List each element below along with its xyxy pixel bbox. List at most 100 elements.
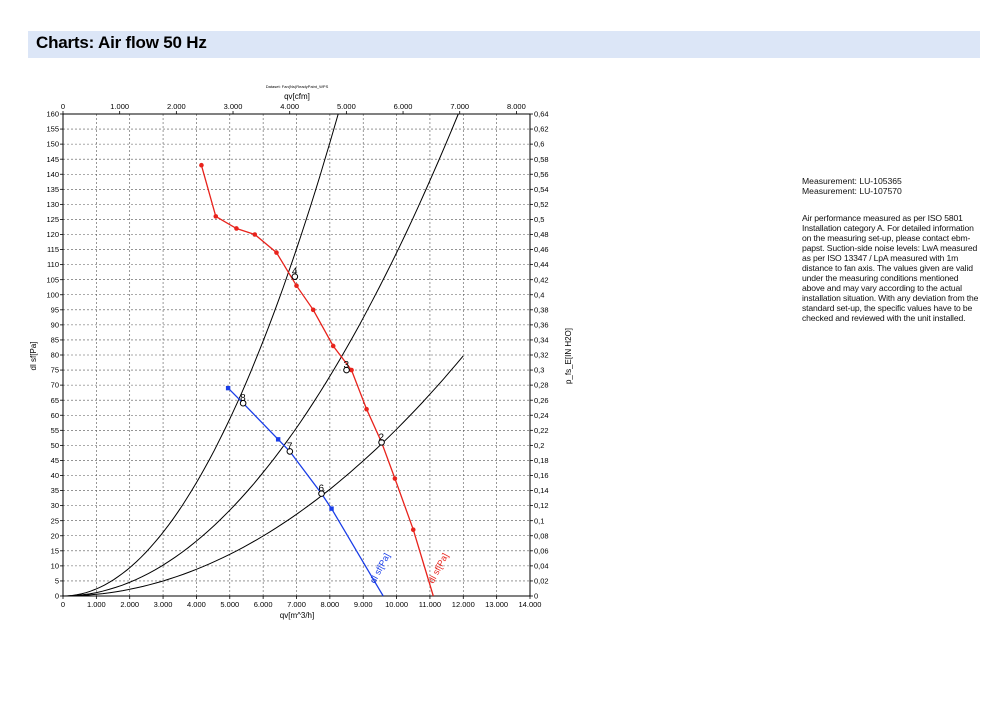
measurement-description: Air performance measured as per ISO 5801… (802, 213, 979, 323)
series-point (199, 162, 204, 168)
series-line-2 (227, 387, 384, 597)
operating-point-label: 4 (292, 267, 298, 278)
y2-tick-label: 0,08 (534, 531, 549, 540)
series-point (392, 476, 398, 481)
operating-point (378, 439, 385, 446)
x2-tick-label: 3.000 (224, 102, 243, 111)
x2-tick-label: 8.000 (507, 102, 526, 111)
y-tick-label: 160 (46, 110, 59, 119)
y2-tick-label: 0,04 (534, 561, 549, 570)
y-tick-label: 90 (51, 320, 59, 329)
y-tick-label: 30 (51, 501, 59, 510)
y-tick-label: 115 (47, 245, 59, 254)
chart-grid (63, 114, 530, 596)
y-tick-label: 85 (51, 336, 59, 345)
y2-tick-label: 0,54 (534, 185, 549, 194)
y2-tick-label: 0,42 (534, 275, 549, 284)
operating-point-label: 6 (319, 484, 325, 495)
y2-tick-label: 0,5 (534, 215, 544, 224)
y-tick-label: 45 (51, 456, 59, 465)
x2-tick-label: 7.000 (450, 102, 469, 111)
measurement-2: Measurement: LU-107570 (802, 186, 902, 196)
y2-tick-label: 0 (534, 592, 538, 601)
y2-tick-label: 0,28 (534, 381, 549, 390)
x2-tick-label: 0 (61, 102, 65, 111)
system-curve (62, 355, 464, 597)
x2-axis-label: qv[cfm] (284, 92, 310, 101)
y-tick-label: 65 (51, 396, 59, 405)
system-curve (62, 113, 339, 597)
y-tick-label: 15 (51, 546, 59, 555)
series-point (274, 250, 279, 255)
y-tick-label: 145 (46, 155, 59, 164)
x-tick-label: 8.000 (320, 600, 339, 609)
y2-tick-label: 0,26 (534, 396, 549, 405)
y2-tick-label: 0,46 (534, 245, 549, 254)
series-point (364, 406, 369, 412)
y2-tick-label: 0,4 (534, 290, 544, 299)
y2-tick-label: 0,52 (534, 200, 549, 209)
y2-tick-label: 0,24 (534, 411, 549, 420)
operating-point-label: 7 (287, 441, 293, 452)
x-tick-label: 7.000 (287, 600, 306, 609)
y-tick-label: 10 (51, 561, 59, 570)
y-tick-label: 80 (51, 351, 59, 360)
y-tick-label: 55 (51, 426, 59, 435)
x2-tick-label: 2.000 (167, 102, 186, 111)
y-tick-label: 135 (46, 185, 59, 194)
series-point (294, 283, 299, 289)
y-tick-label: 125 (46, 215, 59, 224)
y2-tick-label: 0,18 (534, 456, 549, 465)
y-tick-label: 105 (46, 275, 59, 284)
series-point (310, 307, 316, 313)
y2-tick-label: 0,3 (534, 366, 544, 375)
y-tick-label: 75 (51, 366, 59, 375)
operating-point (239, 399, 247, 407)
y2-tick-label: 0,22 (534, 426, 549, 435)
y-tick-label: 140 (46, 170, 59, 179)
series-point (349, 367, 354, 373)
chart-curves (62, 113, 464, 597)
y-tick-label: 150 (46, 140, 59, 149)
x-tick-label: 3.000 (154, 600, 173, 609)
operating-point (291, 273, 299, 280)
curve-label: dl sf[Pa] (368, 551, 392, 584)
y2-tick-label: 0,56 (534, 170, 549, 179)
y-tick-label: 35 (51, 486, 59, 495)
y2-tick-label: 0,1 (534, 516, 544, 525)
y2-tick-label: 0,64 (534, 110, 549, 119)
y2-tick-label: 0,62 (534, 125, 549, 134)
x-tick-label: 6.000 (254, 600, 273, 609)
measurement-1: Measurement: LU-105365 (802, 176, 902, 186)
x-tick-label: 12.000 (452, 600, 475, 609)
chart-top-caption: Dataset: Fan(Ns)ReadyPaint_WPS (266, 84, 329, 89)
y2-tick-label: 0,36 (534, 320, 549, 329)
y2-tick-label: 0,02 (534, 577, 549, 586)
measurement-list: Measurement: LU-105365 Measurement: LU-1… (802, 176, 982, 196)
y-tick-label: 40 (51, 471, 59, 480)
y2-tick-label: 0,32 (534, 351, 549, 360)
system-curve (62, 113, 459, 597)
y2-tick-label: 0,06 (534, 546, 549, 555)
series-point (213, 214, 219, 219)
operating-point-label: 3 (344, 360, 350, 371)
y-tick-label: 50 (51, 441, 59, 450)
x-tick-label: 1.000 (87, 600, 106, 609)
y-tick-label: 5 (55, 577, 59, 586)
x-tick-label: 0 (61, 600, 65, 609)
curve-label: dl sf[Pa] (426, 551, 450, 584)
chart-points: 2 3 4 6 7 8 dl sf[Pa] dl sf[Pa] (239, 267, 450, 585)
x-tick-label: 4.000 (187, 600, 206, 609)
y-tick-label: 60 (51, 411, 59, 420)
series-point (252, 232, 258, 237)
x-tick-label: 13.000 (485, 600, 508, 609)
title-bar: Charts: Air flow 50 Hz (28, 31, 980, 58)
x2-tick-label: 1.000 (110, 102, 129, 111)
y2-tick-label: 0,6 (534, 140, 544, 149)
y-tick-label: 110 (47, 260, 59, 269)
operating-point-label: 2 (379, 432, 385, 443)
y-tick-label: 0 (55, 592, 59, 601)
y2-tick-label: 0,2 (534, 441, 544, 450)
y-tick-label: 25 (51, 516, 59, 525)
